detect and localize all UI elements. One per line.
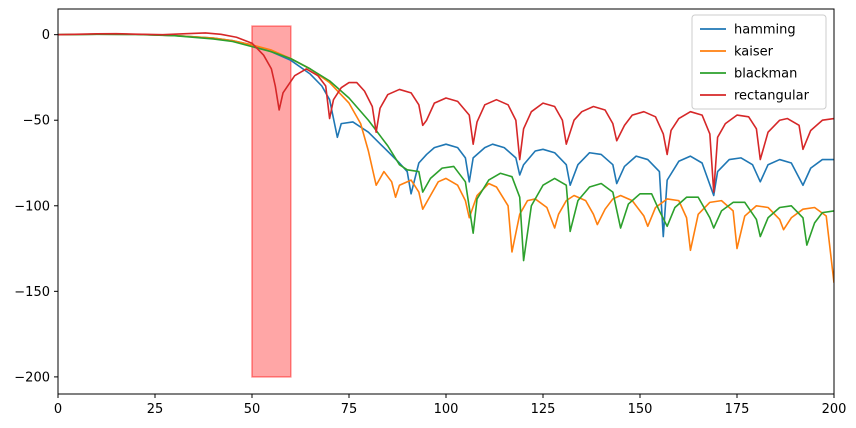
y-tick-label: −100 [14,199,50,214]
series-line-hamming [58,33,834,238]
x-tick-label: 25 [147,402,164,417]
x-tick-label: 175 [725,402,750,417]
legend-label-hamming: hamming [734,23,796,38]
series-line-blackman [58,33,834,262]
x-tick-label: 200 [822,402,847,417]
highlight-band [251,25,292,378]
x-tick-label: 75 [341,402,358,417]
y-tick-label: −50 [23,114,50,129]
x-tick-label: 50 [244,402,261,417]
legend-label-rectangular: rectangular [734,89,810,104]
highlight-layer [251,25,292,378]
x-tick-label: 125 [531,402,556,417]
legend-label-kaiser: kaiser [734,45,774,60]
series-line-rectangular [58,32,834,193]
legend-box [691,14,827,110]
y-axis-ticks: 0 −50 −100 −150 −200 [14,28,58,385]
x-tick-label: 150 [628,402,653,417]
x-axis-ticks: 0 25 50 75 100 125 150 175 200 [54,394,847,417]
series-layer [58,32,834,283]
y-tick-label: −200 [14,370,50,385]
legend: hamming kaiser blackman rectangular [691,14,827,110]
legend-label-blackman: blackman [734,67,797,82]
x-tick-label: 0 [54,402,62,417]
x-tick-label: 100 [434,402,459,417]
y-tick-label: 0 [42,28,50,43]
y-tick-label: −150 [14,285,50,300]
